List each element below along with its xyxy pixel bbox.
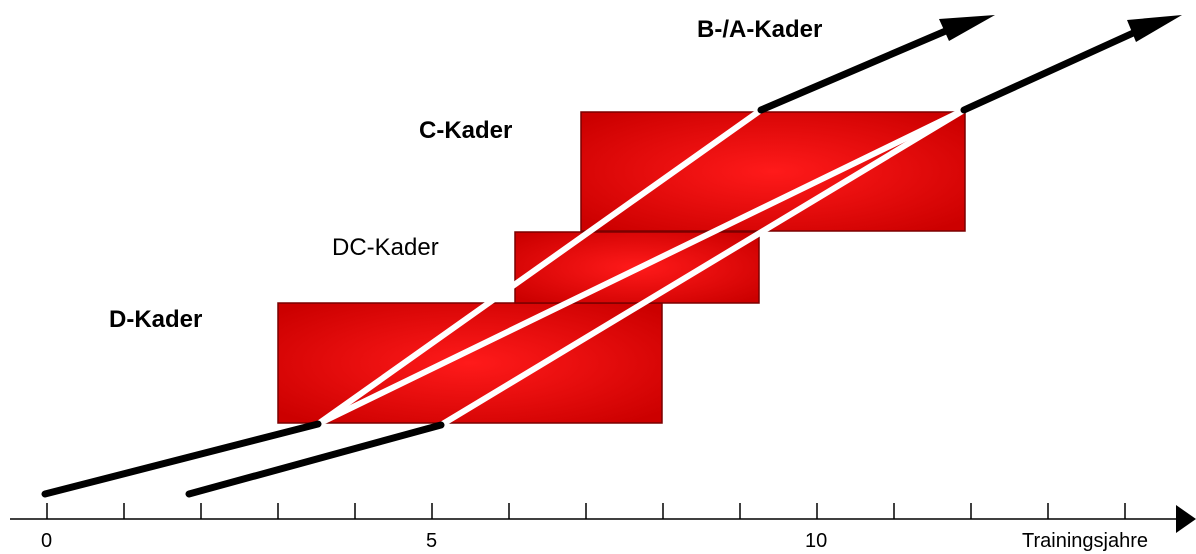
label-ba-kader: B-/A-Kader	[697, 16, 822, 43]
path-line-to-ba	[315, 107, 764, 427]
d-kader-box	[277, 302, 663, 424]
label-dc-kader: DC-Kader	[332, 234, 439, 261]
tick-label-0: 0	[41, 530, 52, 552]
x-axis-label: Trainingsjahre	[1022, 530, 1148, 552]
tick-label-5: 5	[426, 530, 437, 552]
arrow-2-upper-segment	[960, 25, 1146, 114]
arrow-1-head	[939, 15, 995, 41]
c-kader-box	[580, 111, 966, 232]
label-c-kader: C-Kader	[419, 117, 512, 144]
arrow-2-head	[1127, 15, 1182, 42]
path-line-to-c-from-first	[315, 107, 967, 427]
path-line-to-c-from-second	[438, 107, 967, 428]
arrow-2-lower-segment	[185, 421, 445, 498]
tick-label-10: 10	[805, 530, 827, 552]
arrow-1-lower-segment	[41, 420, 322, 498]
x-axis-arrowhead	[1176, 505, 1196, 533]
x-axis-ticks	[46, 503, 1126, 519]
arrow-1-upper-segment	[757, 23, 959, 114]
label-d-kader: D-Kader	[109, 306, 202, 333]
